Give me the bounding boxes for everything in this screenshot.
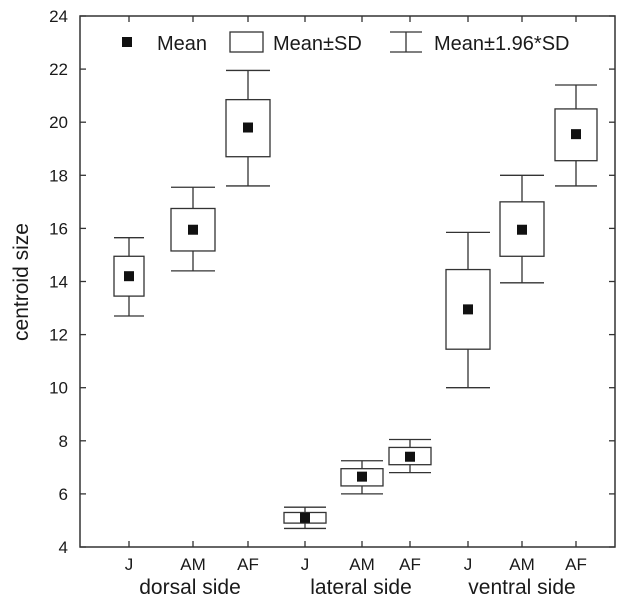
x-category-label: AF (399, 555, 421, 574)
x-category-label: AM (349, 555, 375, 574)
legend-box-symbol (230, 32, 263, 52)
mean-marker (517, 225, 527, 235)
x-category-label: J (125, 555, 134, 574)
y-tick-label: 16 (49, 219, 68, 238)
legend-whisker-symbol (390, 32, 422, 52)
box-5 (389, 439, 431, 472)
x-category-label: AM (509, 555, 535, 574)
y-tick-label: 4 (59, 538, 68, 557)
y-tick-label: 6 (59, 485, 68, 504)
box-6 (446, 232, 490, 387)
y-tick-label: 8 (59, 432, 68, 451)
x-category-label: J (464, 555, 473, 574)
mean-marker (405, 452, 415, 462)
x-category-label: AM (180, 555, 206, 574)
x-group-label: dorsal side (139, 576, 241, 598)
legend-mean-label: Mean (157, 33, 207, 55)
y-axis-label: centroid size (10, 223, 33, 341)
y-tick-label: 10 (49, 379, 68, 398)
box-7 (500, 175, 544, 283)
plot-frame (80, 16, 615, 547)
mean-marker (124, 271, 134, 281)
legend-ci-label: Mean±1.96*SD (434, 33, 570, 55)
box-8 (555, 85, 597, 186)
x-category-label: AF (565, 555, 587, 574)
mean-marker (300, 513, 310, 523)
x-group-label: ventral side (468, 576, 575, 598)
box-1 (171, 187, 215, 271)
y-tick-label: 18 (49, 166, 68, 185)
box-3 (284, 507, 326, 528)
mean-marker (571, 129, 581, 139)
mean-marker (243, 123, 253, 133)
box-4 (341, 461, 383, 494)
y-tick-label: 14 (49, 273, 68, 292)
mean-marker (463, 304, 473, 314)
y-tick-label: 20 (49, 113, 68, 132)
box-2 (226, 70, 270, 185)
x-axis: J AM AF J AM AF J AM AF dorsal side lateral side ve… (125, 16, 587, 598)
x-category-label: J (301, 555, 310, 574)
y-tick-label: 24 (49, 7, 68, 26)
y-tick-label: 12 (49, 326, 68, 345)
y-tick-label: 22 (49, 60, 68, 79)
box-0 (114, 238, 144, 316)
legend-sd-label: Mean±SD (273, 33, 362, 55)
mean-marker (357, 472, 367, 482)
legend: Mean Mean±SD Mean±1.96*SD (122, 32, 570, 55)
legend-mean-marker (122, 37, 132, 47)
chart-marks (114, 70, 597, 528)
mean-marker (188, 225, 198, 235)
x-group-label: lateral side (310, 576, 412, 598)
x-category-label: AF (237, 555, 259, 574)
